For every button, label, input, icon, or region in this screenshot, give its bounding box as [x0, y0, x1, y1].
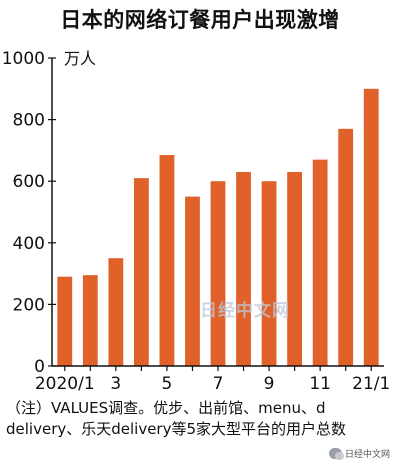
y-tick-label: 800 — [13, 111, 45, 131]
y-tick-label: 200 — [13, 295, 45, 315]
bar — [261, 181, 277, 366]
y-unit-label: 万人 — [64, 49, 96, 68]
bar — [363, 88, 379, 367]
y-tick-label: 0 — [34, 357, 45, 377]
x-tick-label: 21/1 — [352, 374, 390, 394]
bar — [287, 171, 303, 366]
bar — [133, 178, 149, 366]
x-tick-label: 11 — [309, 374, 331, 394]
bar — [108, 258, 124, 366]
chart-title: 日本的网络订餐用户出现激增 — [60, 8, 340, 32]
source-badge: 日经中文网 — [328, 447, 390, 460]
bar — [185, 196, 200, 366]
x-tick-label: 3 — [110, 374, 121, 394]
chart-footnote: （注）VALUES调查。优步、出前馆、menu、d delivery、乐天del… — [6, 399, 347, 438]
bar — [210, 181, 226, 366]
y-tick-label: 1000 — [2, 49, 45, 69]
x-tick-label: 5 — [162, 374, 173, 394]
bar — [159, 155, 175, 366]
bar — [338, 128, 354, 366]
bar — [312, 159, 328, 366]
bar — [82, 275, 98, 366]
watermark-text: 日经中文网 — [200, 301, 290, 321]
bar — [236, 171, 251, 366]
x-tick-label: 9 — [264, 374, 275, 394]
wechat-icon — [328, 448, 344, 460]
x-tick-label: 2020/1 — [35, 374, 95, 394]
y-tick-label: 400 — [13, 234, 45, 254]
source-badge-label: 日经中文网 — [344, 450, 390, 460]
bar — [57, 276, 73, 366]
y-tick-label: 600 — [13, 172, 45, 192]
bar-chart: 0 200 400 600 800 1000 万人 2020/1 3 5 7 9 11 21/1 — [2, 49, 391, 394]
x-tick-label: 7 — [213, 374, 224, 394]
